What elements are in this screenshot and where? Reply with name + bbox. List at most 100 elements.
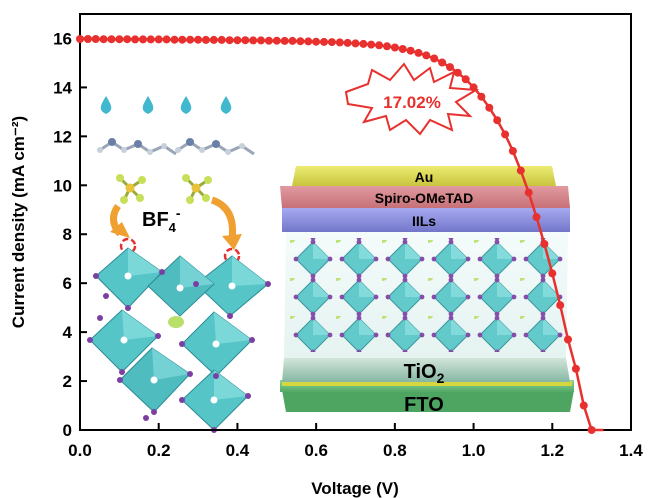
data-point [170, 35, 179, 44]
data-point [201, 35, 210, 44]
data-point [564, 335, 572, 344]
x-tick-label: 0.8 [383, 441, 407, 460]
plot-frame [79, 13, 632, 431]
y-tick-label: 12 [53, 127, 72, 146]
data-point [477, 92, 486, 101]
data-point [532, 213, 541, 222]
data-point [438, 58, 447, 67]
y-tick-label: 2 [63, 372, 72, 391]
data-point [139, 35, 147, 44]
y-tick-label: 0 [63, 421, 72, 440]
data-point [343, 38, 352, 47]
data-point [83, 35, 92, 43]
x-tick-label: 0.2 [147, 441, 171, 460]
y-tick-label: 6 [63, 274, 72, 293]
y-tick-label: 4 [63, 323, 73, 342]
x-tick-label: 1.2 [540, 441, 564, 460]
data-point [320, 37, 328, 46]
data-point [154, 35, 163, 44]
tio2-layer [282, 358, 570, 382]
data-point [280, 36, 289, 45]
x-tick-label: 0.6 [304, 441, 328, 460]
bf4-label: BF4- [142, 205, 181, 235]
y-tick-labels: 0 2 4 6 8 10 12 14 16 [53, 29, 72, 440]
data-point [194, 35, 203, 44]
x-tick-labels: 0.0 0.2 0.4 0.6 0.8 1.0 1.2 1.4 [68, 441, 643, 460]
perovskite-octahedra [290, 238, 564, 352]
data-point [587, 426, 596, 434]
arrow-left-head [110, 222, 130, 238]
data-point [446, 63, 454, 72]
data-point [146, 35, 155, 44]
data-point [485, 103, 494, 112]
drop-3 [180, 96, 192, 114]
data-point [453, 68, 462, 77]
data-point [501, 130, 510, 139]
data-point [217, 35, 226, 44]
data-point [99, 35, 108, 44]
data-point [556, 301, 565, 310]
data-point [414, 48, 423, 57]
x-tick-label: 0.4 [226, 441, 250, 460]
data-point [548, 269, 557, 278]
data-point [225, 36, 234, 45]
fto-layer-side [282, 390, 574, 412]
efficiency-value: 17.02% [383, 93, 441, 112]
tio2-label: TiO2 [404, 361, 445, 386]
data-point [186, 35, 195, 44]
cation-molecule-right [175, 138, 255, 156]
y-tick-label: 16 [53, 29, 72, 48]
data-point [327, 38, 336, 47]
y-tick-label: 14 [53, 78, 72, 97]
data-point [351, 39, 360, 48]
iils-layer [282, 208, 570, 232]
drop-1 [100, 96, 112, 114]
fto-electrode-strip [282, 381, 572, 386]
data-point [123, 35, 132, 44]
iils-label: IILs [412, 213, 436, 229]
data-point [288, 36, 297, 45]
efficiency-badge: 17.02% [344, 62, 480, 136]
ionic-liquid-drops [100, 96, 232, 114]
arrow-right-head [222, 234, 242, 250]
data-point [516, 166, 525, 175]
data-point [272, 36, 281, 45]
data-point [241, 36, 250, 45]
x-tick-label: 1.4 [619, 441, 643, 460]
drop-4 [220, 96, 232, 114]
data-point [375, 41, 384, 50]
data-point [390, 43, 399, 52]
data-point [524, 188, 533, 197]
data-point [540, 240, 549, 248]
data-point [579, 401, 588, 410]
data-point [115, 35, 124, 44]
y-tick-label: 10 [53, 176, 72, 195]
x-axis-title: Voltage (V) [311, 479, 399, 498]
data-point [107, 35, 116, 44]
data-point [398, 45, 407, 53]
spiro-layer [280, 186, 570, 208]
au-label: Au [415, 169, 434, 185]
axis-ticks [79, 37, 632, 431]
data-point [209, 35, 218, 44]
cation-molecule-left [97, 138, 177, 156]
data-point [131, 35, 140, 44]
y-axis-title: Current density (mA cm⁻²) [9, 116, 28, 328]
fto-label: FTO [404, 394, 444, 416]
x-tick-label: 1.0 [462, 441, 486, 460]
data-point [508, 147, 517, 155]
data-point [493, 116, 502, 125]
data-point [162, 35, 171, 44]
device-stack: FTO TiO2 IILs Spiro-OMeTAD Au [280, 166, 574, 416]
data-point [422, 51, 431, 60]
device-illustration: BF4- [87, 62, 574, 433]
au-layer [292, 166, 556, 186]
data-point [304, 37, 313, 46]
arrow-right [210, 196, 237, 241]
data-point [383, 42, 391, 51]
data-point [178, 35, 187, 44]
spiro-label: Spiro-OMeTAD [375, 190, 474, 206]
y-tick-label: 8 [63, 225, 72, 244]
data-point [469, 83, 478, 92]
